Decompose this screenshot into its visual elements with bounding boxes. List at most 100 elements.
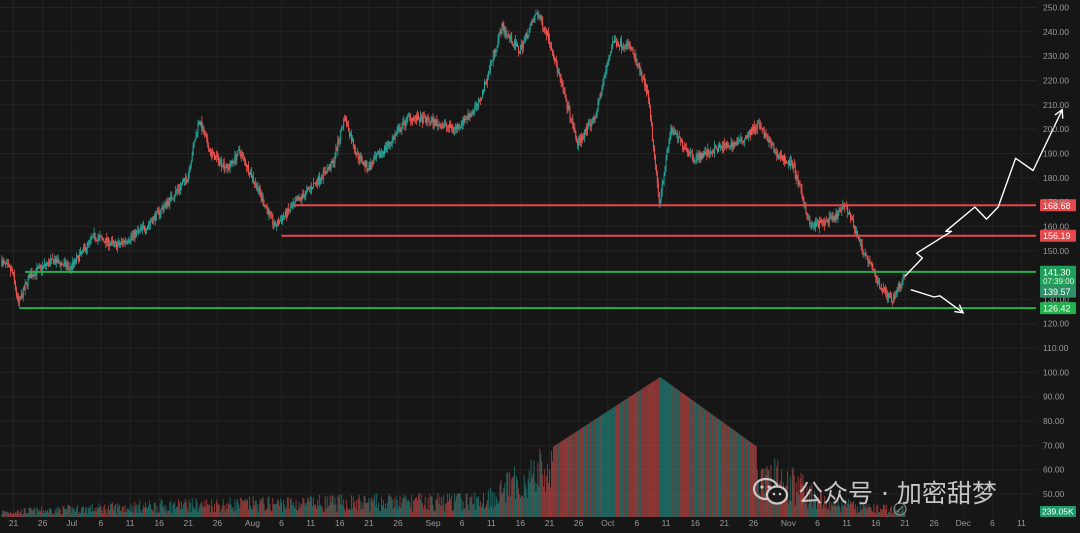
candle-body — [111, 240, 113, 244]
volume-bar — [898, 510, 900, 517]
candle-body — [752, 126, 754, 132]
volume-bar — [246, 501, 248, 517]
candle-body — [894, 295, 896, 299]
candle-body — [250, 172, 252, 178]
volume-bar — [180, 501, 182, 517]
candle-body — [506, 34, 508, 36]
volume-bar — [396, 500, 398, 517]
volume-bar — [672, 386, 674, 517]
time-axis[interactable]: 21 26 Jul 6 11 16 21 26 Aug 6 11 16 21 26 Sep 6 11 16 21 26… — [9, 518, 1026, 528]
volume-bar — [746, 439, 748, 517]
candle-body — [386, 145, 388, 148]
volume-bar — [234, 499, 236, 517]
volume-bar — [492, 508, 494, 517]
candle-body — [727, 142, 729, 146]
volume-bar — [146, 507, 148, 517]
volume-bar — [82, 506, 84, 517]
candle-body — [812, 225, 814, 227]
volume-bar — [683, 393, 685, 517]
volume-bar — [359, 500, 361, 517]
candle-body — [462, 117, 464, 125]
candle-body — [70, 266, 72, 269]
candle-body — [870, 262, 872, 264]
volume-bar — [122, 505, 124, 517]
volume-bar — [118, 504, 120, 517]
volume-bar — [603, 413, 605, 517]
candle-body — [221, 165, 223, 168]
price-tick-label: 200.00 — [1043, 124, 1069, 134]
volume-bar — [228, 504, 230, 517]
volume-bar — [522, 497, 524, 517]
candle-body — [100, 236, 102, 238]
volume-bar — [390, 496, 392, 517]
candle-body — [120, 241, 122, 244]
volume-bar — [739, 434, 741, 517]
volume-bar — [13, 512, 14, 517]
candle-body — [807, 216, 809, 218]
volume-bar — [530, 459, 532, 517]
candle-body — [91, 237, 93, 239]
candle-body — [597, 100, 599, 110]
candle-body — [805, 204, 807, 214]
candle-body — [358, 158, 360, 160]
volume-bar — [556, 444, 558, 517]
volume-bar — [5, 512, 7, 517]
candle-body — [701, 153, 703, 160]
volume-bar — [488, 507, 490, 517]
candle-body — [852, 219, 854, 227]
volume-bar — [854, 504, 856, 517]
volume-bar — [798, 495, 800, 517]
candle-body — [273, 224, 275, 226]
volume-bar — [94, 507, 96, 517]
candle-body — [446, 123, 448, 127]
volume-bar — [83, 513, 85, 517]
candle-body — [528, 29, 530, 35]
time-tick-label: 6 — [990, 518, 995, 528]
time-tick-label: 26 — [574, 518, 584, 528]
replay-icon[interactable] — [893, 502, 907, 516]
volume-bar — [348, 508, 350, 517]
candle-body — [898, 283, 900, 289]
candle-body — [730, 142, 732, 146]
volume-bar — [446, 502, 448, 517]
candle-body — [892, 296, 894, 303]
candle-body — [589, 123, 591, 128]
candle-body — [678, 137, 680, 140]
candle-body — [48, 261, 50, 266]
volume-bar — [418, 492, 420, 517]
volume-bar — [298, 502, 300, 517]
volume-bar — [401, 502, 403, 517]
candle-body — [192, 145, 194, 156]
volume-bar — [790, 501, 792, 517]
volume-bar — [295, 500, 297, 517]
volume-bar — [539, 448, 541, 517]
candle-body — [684, 148, 686, 149]
candle-body — [801, 189, 803, 196]
candle-body — [430, 120, 432, 123]
volume-bar — [521, 496, 523, 517]
candle-body — [738, 139, 740, 143]
scenario-arrows[interactable] — [904, 108, 1064, 314]
candle-body — [603, 77, 605, 84]
volume-bar — [260, 500, 262, 517]
volume-bar — [805, 503, 807, 517]
volume-bar — [115, 513, 117, 517]
candle-body — [283, 215, 285, 218]
candle-body — [56, 257, 58, 263]
candle-body — [648, 90, 650, 100]
candle-body — [489, 65, 491, 71]
volume-bar — [174, 501, 176, 517]
candle-body — [34, 272, 36, 277]
volume-bar — [438, 503, 440, 517]
candle-body — [322, 170, 324, 179]
volume-bar — [126, 508, 128, 517]
level-tag-label: 156.19 — [1043, 231, 1071, 241]
volume-bar — [774, 459, 776, 517]
time-tick-label: 16 — [690, 518, 700, 528]
volume-bar — [759, 497, 761, 517]
volume-bar — [486, 500, 488, 517]
volume-bar — [330, 502, 332, 517]
price-tag — [1040, 265, 1076, 286]
